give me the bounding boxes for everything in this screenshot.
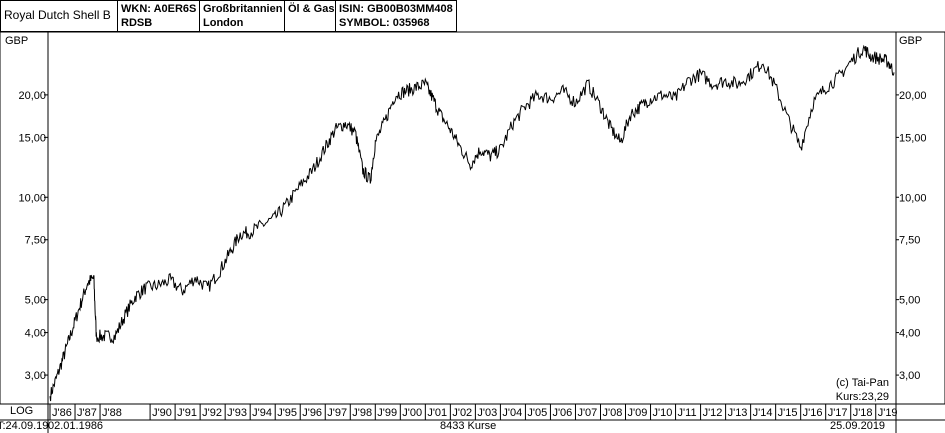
y-tick-label-left: 10,00 [18, 192, 46, 204]
x-tick-label: J'16 [803, 407, 823, 419]
y-tick-label-right: 5,00 [899, 295, 920, 307]
y-tick-label-left: 15,00 [18, 132, 46, 144]
x-tick-label: J'96 [302, 407, 322, 419]
header-isin: ISIN: GB00B03MM408 SYMBOL: 035968 [335, 0, 457, 32]
x-tick-label: J'92 [202, 407, 222, 419]
scale-label: LOG [10, 405, 34, 417]
quote-count: 8433 Kurse [440, 420, 497, 432]
x-tick-label: J'90 [152, 407, 172, 419]
x-tick-label: J'17 [828, 407, 848, 419]
x-tick-label: J'99 [377, 407, 397, 419]
x-tick-label: J'13 [728, 407, 748, 419]
x-tick-label: J'01 [427, 407, 447, 419]
plot-area [47, 31, 897, 405]
right-axis-area [895, 31, 945, 405]
x-tick-label: J'07 [577, 407, 597, 419]
left-axis-area [0, 31, 49, 405]
y-tick-label-left: 7,50 [25, 235, 46, 247]
y-tick-label-right: 4,00 [899, 328, 920, 340]
y-tick-label-right: 7,50 [899, 235, 920, 247]
unit-label-left: GBP [5, 35, 28, 47]
x-tick-label: J'12 [703, 407, 723, 419]
x-tick-label: J'02 [452, 407, 472, 419]
x-tick-label: J'95 [277, 407, 297, 419]
x-tick-label: J'19 [878, 407, 898, 419]
header-wkn: WKN: A0ER6S RDSB [117, 0, 200, 32]
y-tick-label-left: 4,00 [25, 328, 46, 340]
x-tick-label: J'94 [252, 407, 272, 419]
y-tick-label-right: 3,00 [899, 370, 920, 382]
header-sector: Öl & Gas [284, 0, 336, 32]
y-tick-label-right: 10,00 [899, 192, 927, 204]
x-tick-label: J'04 [502, 407, 522, 419]
x-tick-label: J'93 [227, 407, 247, 419]
x-tick-label: J'00 [402, 407, 422, 419]
y-tick-label-left: 20,00 [18, 90, 46, 102]
x-tick-label: J'03 [477, 407, 497, 419]
country-label: Großbritannien [203, 3, 283, 15]
x-tick-label: J'18 [853, 407, 873, 419]
x-tick-label: J'91 [177, 407, 197, 419]
x-tick-label: J'88 [102, 407, 122, 419]
x-tick-label: J'06 [552, 407, 572, 419]
isin-label: ISIN: GB00B03MM408 [339, 3, 453, 15]
x-tick-label: J'98 [352, 407, 372, 419]
y-tick-label-right: 15,00 [899, 132, 927, 144]
unit-label-right: GBP [899, 35, 922, 47]
header-name: Royal Dutch Shell B [0, 0, 118, 32]
x-tick-label: J'09 [628, 407, 648, 419]
x-tick-label: J'15 [778, 407, 798, 419]
left-date-cut: T:24.09.19 [0, 420, 49, 432]
price-annotation: Kurs:23,29 [836, 391, 889, 403]
y-tick-label-right: 20,00 [899, 90, 927, 102]
x-tick-label: J'10 [653, 407, 673, 419]
x-tick-label: J'87 [77, 407, 97, 419]
x-tick-label: J'97 [327, 407, 347, 419]
start-date: 02.01.1986 [48, 420, 104, 432]
x-tick-label: J'08 [602, 407, 622, 419]
wkn-label: WKN: A0ER6S [121, 3, 197, 15]
x-tick-label: J'05 [527, 407, 547, 419]
symbol-label: SYMBOL: 035968 [339, 17, 430, 29]
copyright-annotation: (c) Tai-Pan [836, 377, 889, 389]
x-tick-label: J'11 [678, 407, 697, 419]
y-tick-label-left: 5,00 [25, 295, 46, 307]
header-country: Großbritannien London [199, 0, 285, 32]
symbol-short: RDSB [121, 17, 153, 29]
stock-name: Royal Dutch Shell B [4, 8, 111, 22]
price-series-line [49, 44, 895, 402]
y-tick-label-left: 3,00 [25, 370, 46, 382]
end-date: 25.09.2019 [830, 420, 886, 432]
x-tick-label: J'86 [52, 407, 72, 419]
x-tick-label: J'14 [753, 407, 773, 419]
exchange-label: London [203, 17, 244, 29]
sector-label: Öl & Gas [288, 3, 335, 15]
